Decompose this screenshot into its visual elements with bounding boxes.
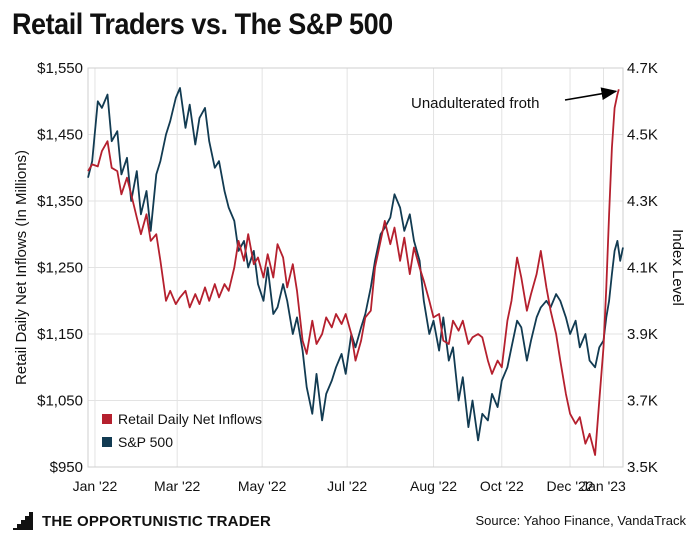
x-tick-label: Mar '22 [154, 478, 200, 494]
y-right-tick-label: 4.3K [627, 193, 658, 210]
y-left-tick-label: $1,050 [37, 393, 83, 410]
x-tick-label: Jan '23 [581, 478, 626, 494]
y-right-tick-label: 3.9K [627, 326, 658, 343]
footer-brand: THE OPPORTUNISTIC TRADER [12, 511, 271, 531]
y-right-tick-label: 4.5K [627, 127, 658, 144]
y-right-tick-label: 4.7K [627, 60, 658, 77]
y-right-tick-label: 4.1K [627, 260, 658, 277]
y-left-tick-label: $1,250 [37, 260, 83, 277]
y-left-tick-label: $1,150 [37, 326, 83, 343]
x-tick-label: Oct '22 [480, 478, 524, 494]
legend: Retail Daily Net Inflows S&P 500 [102, 411, 262, 450]
plot-frame [87, 67, 624, 468]
y-left-tick-label: $1,550 [37, 60, 83, 77]
annotation-arrow [564, 87, 618, 101]
legend-label-retail-inflows: Retail Daily Net Inflows [118, 411, 262, 427]
y-right-axis-title: Index Level [669, 229, 686, 306]
y-right-tick-label: 3.5K [627, 459, 658, 476]
series-line-sp500 [87, 87, 624, 442]
series-layer [87, 87, 624, 456]
source-note: Source: Yahoo Finance, VandaTrack [475, 513, 686, 528]
brand-name: THE OPPORTUNISTIC TRADER [42, 512, 271, 530]
axes-layer: $950 $1,050 $1,150 $1,250 $1,350 $1,450 $1,550… [13, 60, 686, 494]
x-tick-label: Aug '22 [410, 478, 457, 494]
legend-swatch-retail-inflows [102, 414, 112, 424]
x-tick-label: May '22 [238, 478, 287, 494]
y-right-tick-label: 3.7K [627, 393, 658, 410]
y-left-axis-title: Retail Daily Net Inflows (In Millions) [13, 150, 30, 385]
annotation: Unadulterated froth [411, 87, 618, 112]
page-title: Retail Traders vs. The S&P 500 [12, 8, 393, 41]
legend-swatch-sp500 [102, 437, 112, 447]
x-tick-label: Dec '22 [547, 478, 594, 494]
y-left-tick-label: $1,450 [37, 127, 83, 144]
x-tick-label: Jul '22 [327, 478, 367, 494]
x-tick-label: Jan '22 [73, 478, 118, 494]
stairs-logo-icon [13, 512, 33, 530]
y-left-tick-label: $1,350 [37, 193, 83, 210]
series-line-retail-inflows [87, 89, 620, 456]
legend-label-sp500: S&P 500 [118, 434, 173, 450]
annotation-label: Unadulterated froth [411, 95, 539, 112]
y-left-tick-label: $950 [50, 459, 83, 476]
